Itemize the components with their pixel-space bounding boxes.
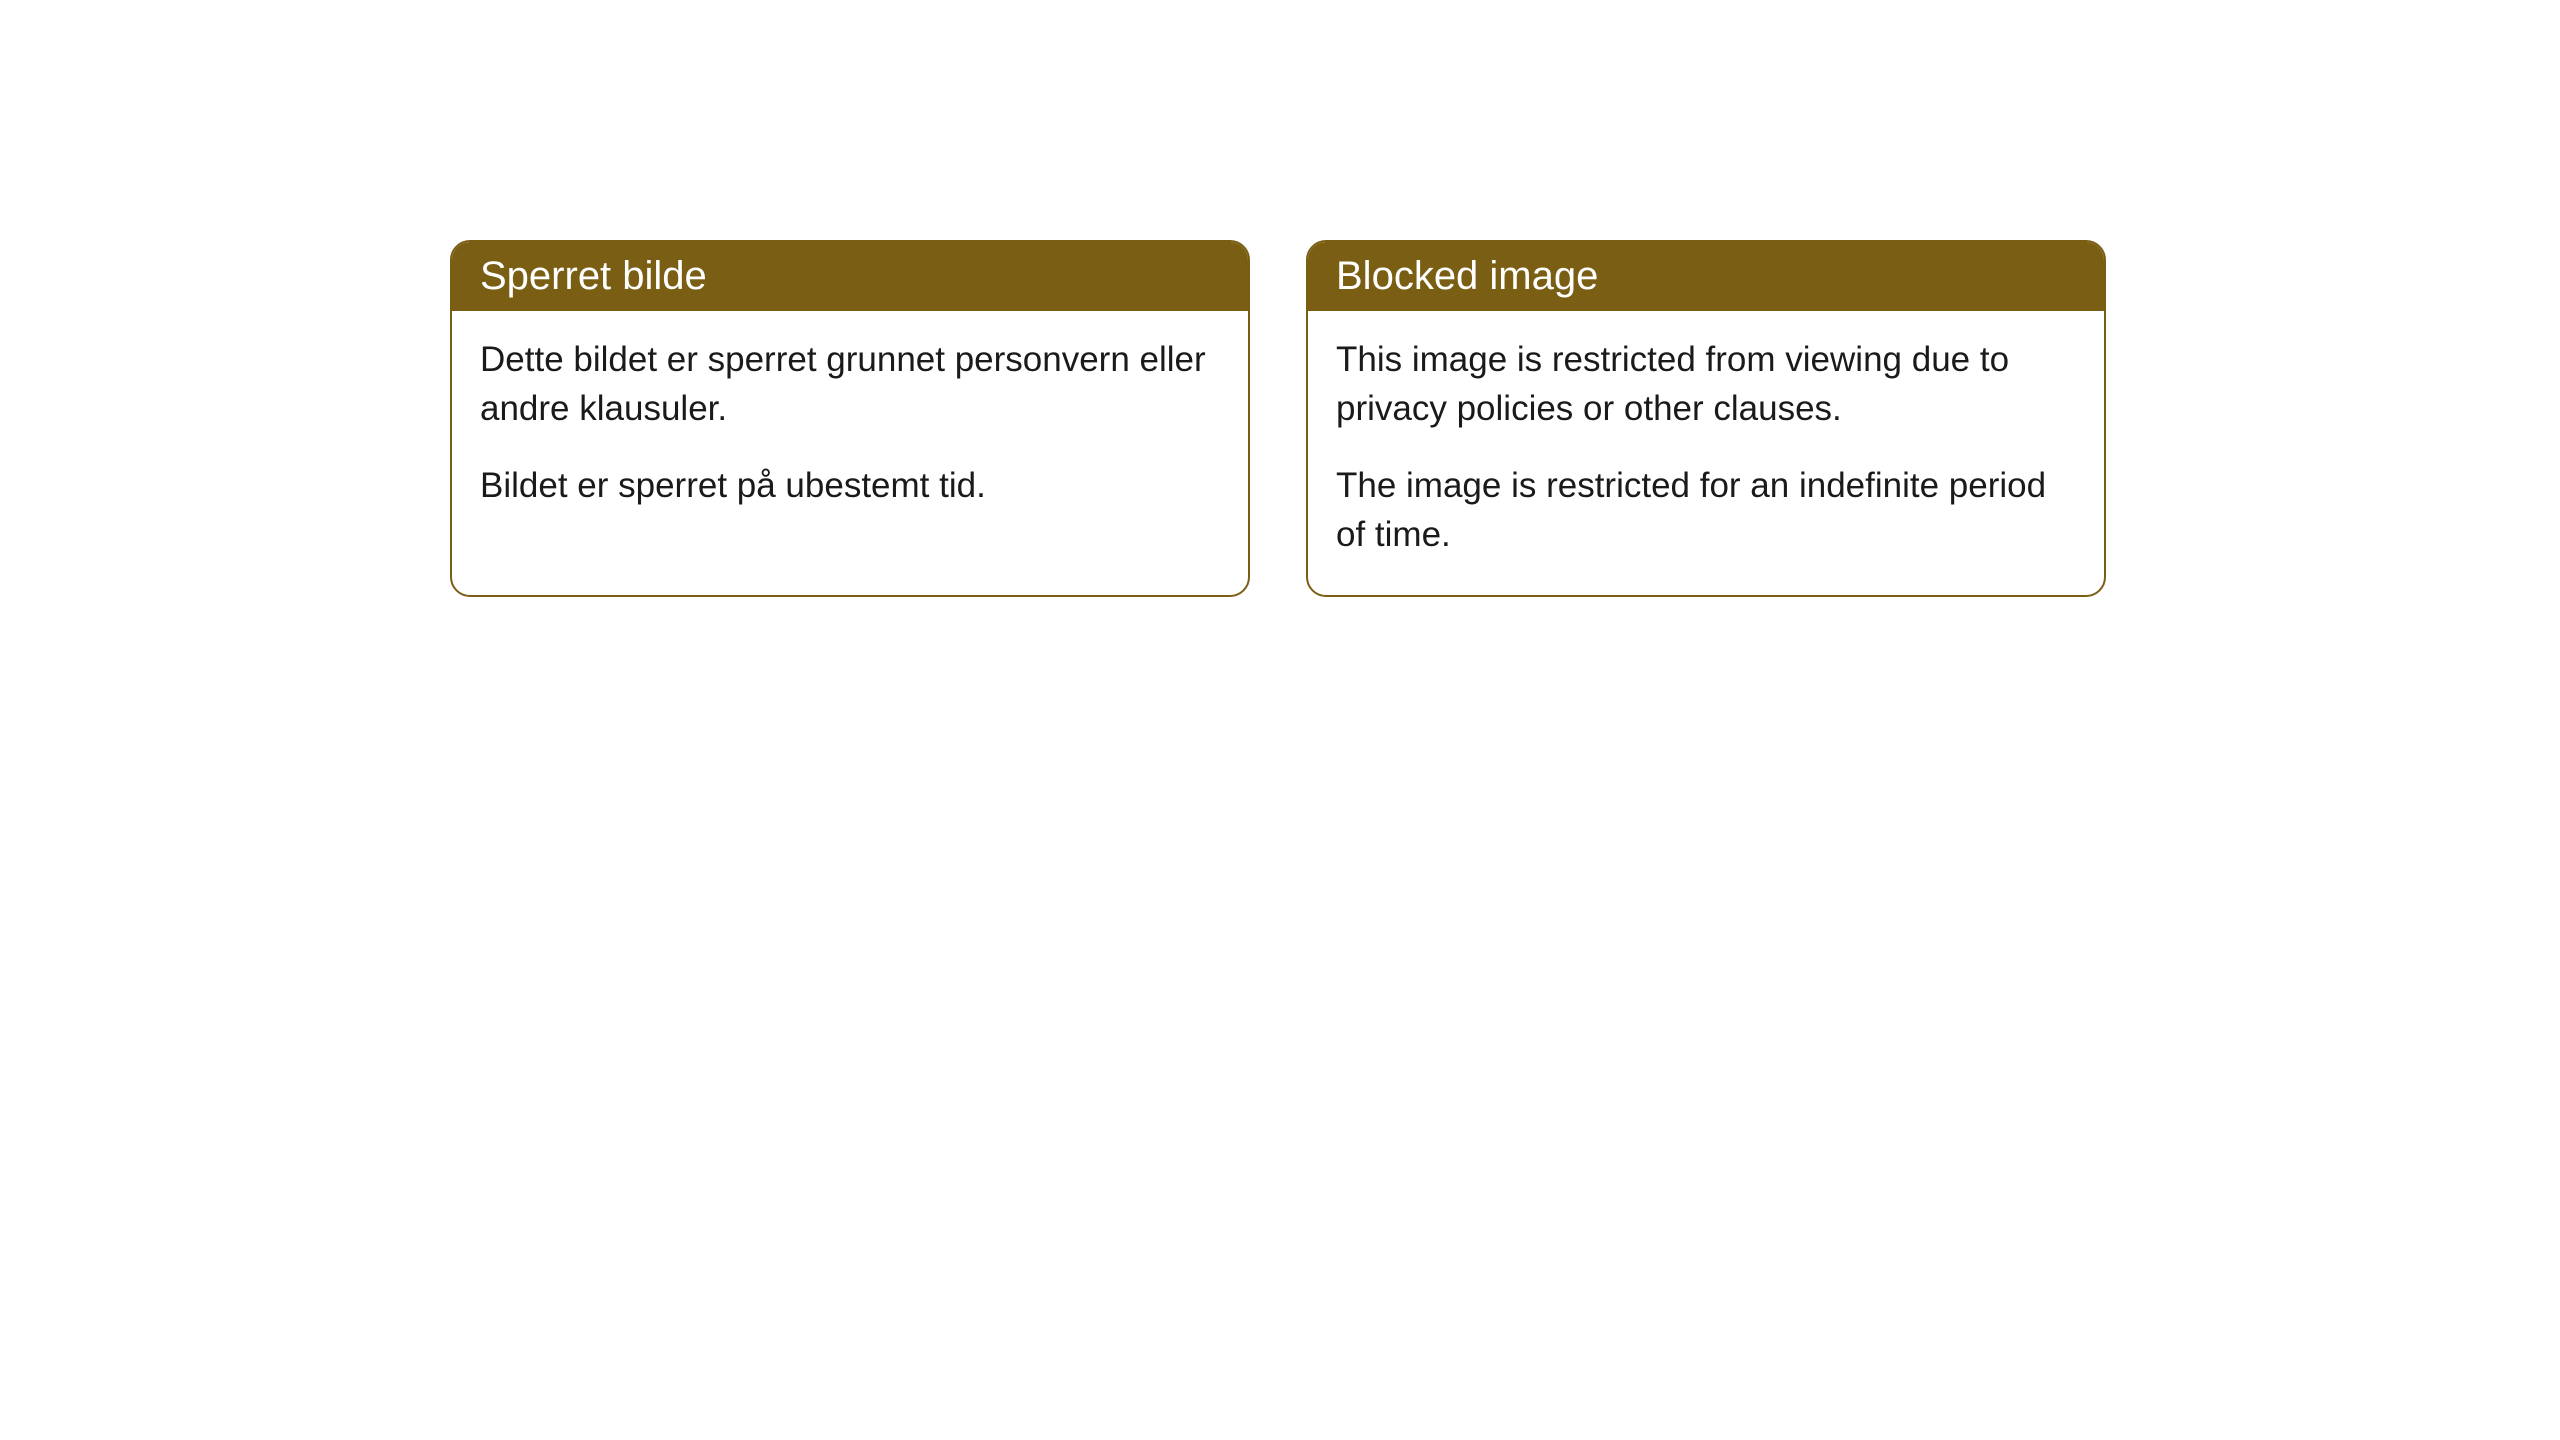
card-header: Sperret bilde bbox=[452, 242, 1248, 311]
notice-cards-container: Sperret bilde Dette bildet er sperret gr… bbox=[450, 240, 2110, 597]
card-body: Dette bildet er sperret grunnet personve… bbox=[452, 311, 1248, 546]
blocked-image-card-english: Blocked image This image is restricted f… bbox=[1306, 240, 2106, 597]
card-title: Sperret bilde bbox=[480, 254, 707, 298]
card-header: Blocked image bbox=[1308, 242, 2104, 311]
card-paragraph: Dette bildet er sperret grunnet personve… bbox=[480, 335, 1220, 433]
card-paragraph: Bildet er sperret på ubestemt tid. bbox=[480, 461, 1220, 510]
card-paragraph: This image is restricted from viewing du… bbox=[1336, 335, 2076, 433]
card-title: Blocked image bbox=[1336, 254, 1598, 298]
card-body: This image is restricted from viewing du… bbox=[1308, 311, 2104, 595]
blocked-image-card-norwegian: Sperret bilde Dette bildet er sperret gr… bbox=[450, 240, 1250, 597]
card-paragraph: The image is restricted for an indefinit… bbox=[1336, 461, 2076, 559]
